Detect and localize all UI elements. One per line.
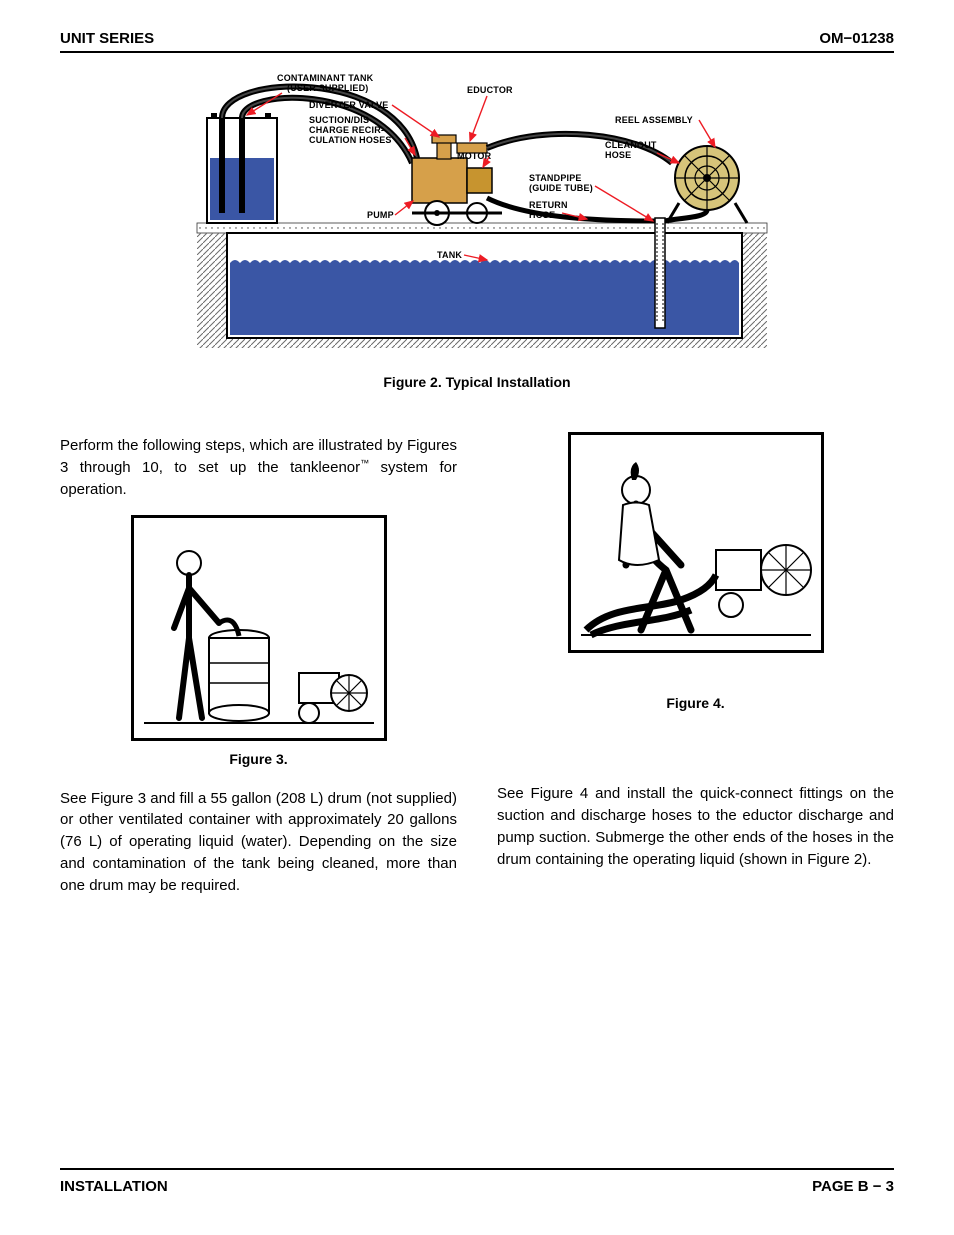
label-cleanout2: HOSE [605, 150, 631, 160]
label-diverter: DIVERTER VALVE [309, 100, 388, 110]
footer-left: INSTALLATION [60, 1178, 168, 1195]
label-tank: TANK [437, 250, 462, 260]
label-hoses2: CHARGE RECIR- [309, 125, 384, 135]
left-column: Perform the following steps, which are i… [60, 420, 457, 911]
label-standpipe1: STANDPIPE [529, 173, 582, 183]
label-eductor: EDUCTOR [467, 85, 513, 95]
intro-paragraph: Perform the following steps, which are i… [60, 435, 457, 500]
figure-3-image [131, 515, 387, 741]
right-column: Figure 4. See Figure 4 and install the q… [497, 420, 894, 911]
figure-2-diagram: CONTAMINANT TANK (USER SUPPLIED) DIVERTE… [60, 63, 894, 390]
header-right: OM−01238 [819, 30, 894, 47]
paragraph-fig4: See Figure 4 and install the quick-conne… [497, 783, 894, 870]
label-contaminant1: CONTAMINANT TANK [277, 73, 374, 83]
figure-2-caption: Figure 2. Typical Installation [60, 374, 894, 390]
figure-4-caption: Figure 4. [497, 693, 894, 713]
figure-3-caption: Figure 3. [60, 749, 457, 769]
paragraph-fig3: See Figure 3 and fill a 55 gallon (208 L… [60, 788, 457, 897]
label-motor: MOTOR [457, 151, 492, 161]
figure-4-image [568, 432, 824, 653]
label-contaminant2: (USER SUPPLIED) [287, 83, 369, 93]
label-return2: HOSE [529, 210, 555, 220]
label-hoses3: CULATION HOSES [309, 135, 392, 145]
page-footer: INSTALLATION PAGE B − 3 [60, 1168, 894, 1195]
label-standpipe2: (GUIDE TUBE) [529, 183, 593, 193]
label-cleanout1: CLEANOUT [605, 140, 657, 150]
header-left: UNIT SERIES [60, 30, 154, 47]
page-header: UNIT SERIES OM−01238 [60, 30, 894, 53]
label-reel: REEL ASSEMBLY [615, 115, 693, 125]
footer-right: PAGE B − 3 [812, 1178, 894, 1195]
label-return1: RETURN [529, 200, 568, 210]
label-pump: PUMP [367, 210, 394, 220]
tm-symbol: ™ [360, 458, 369, 468]
label-hoses1: SUCTION/DIS- [309, 115, 372, 125]
